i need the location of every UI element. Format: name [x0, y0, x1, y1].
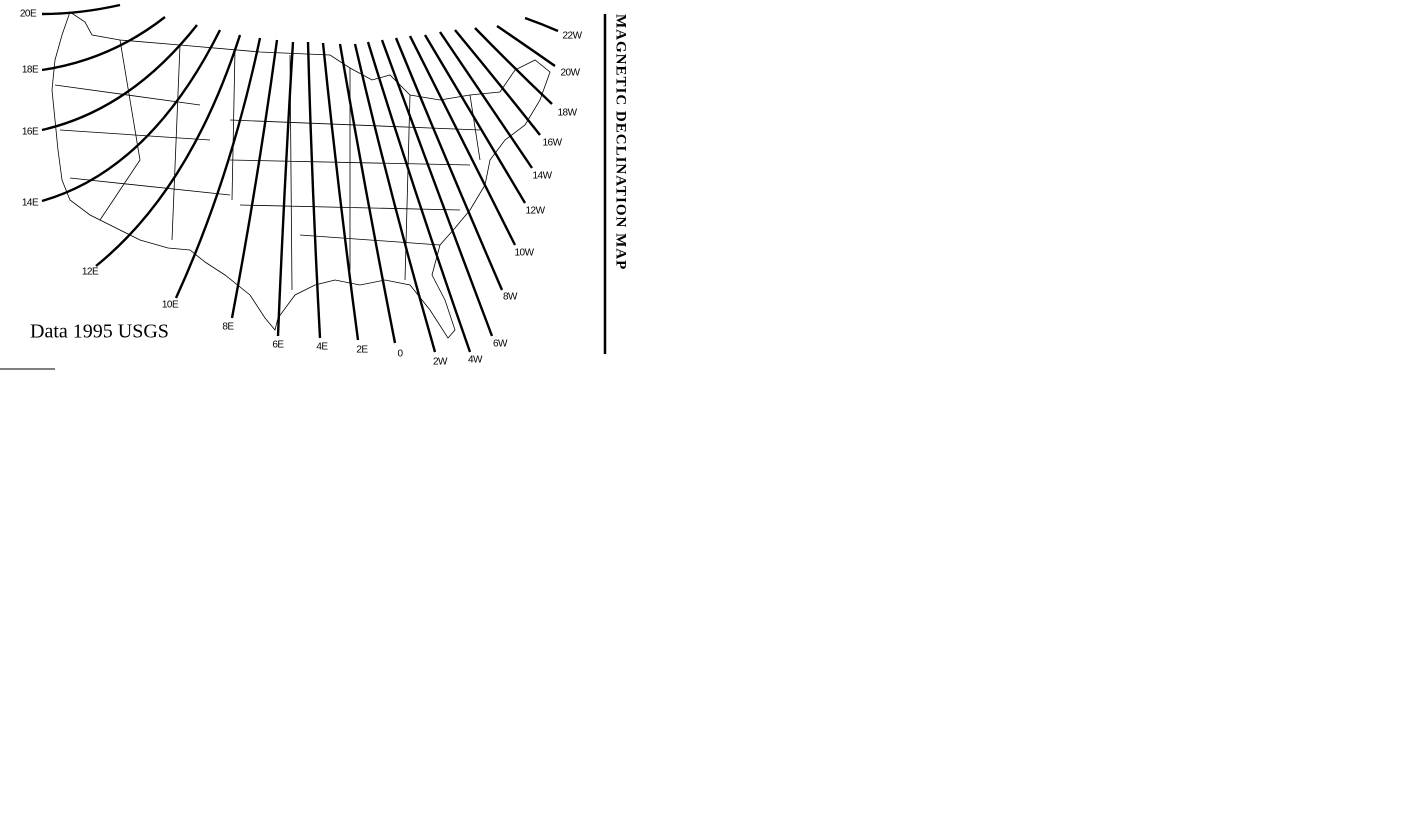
isogonic-label: 16E: [22, 127, 39, 138]
isogonic-label: 20W: [560, 68, 580, 79]
isogonic-line: [338, 43, 397, 344]
isogonic-label: 2E: [356, 345, 368, 356]
isogonic-label: 16W: [542, 138, 562, 149]
isogonic-line: [496, 25, 556, 67]
isogonic-line: [423, 34, 527, 204]
isogonic-line: [41, 29, 222, 203]
isogonic-label: 12W: [525, 206, 545, 217]
isogonic-label: 12E: [82, 267, 99, 278]
isogonic-line: [524, 16, 559, 33]
isogonic-label: 4W: [468, 355, 483, 366]
isogonic-label: 2W: [433, 357, 448, 368]
isogonic-line: [321, 42, 360, 341]
isogonic-label: 10E: [162, 300, 179, 311]
credit: Data 1995 USGS: [30, 321, 169, 343]
isogonic-label: 18W: [557, 108, 577, 119]
isogonic-line: [306, 41, 322, 339]
isogonic-label: 0: [397, 349, 403, 360]
isogonic-line: [174, 37, 262, 299]
isogonic-label: 18E: [22, 65, 39, 76]
isogonic-label: 6W: [493, 339, 508, 350]
isogonic-line: [474, 27, 553, 105]
isogonic-line: [394, 37, 504, 291]
isogonic-label: 8W: [503, 292, 518, 303]
isogonic-line: [353, 43, 437, 353]
isogonic-label: 8E: [222, 322, 234, 333]
isogonic-label: 10W: [514, 248, 534, 259]
isogonic-line: [95, 34, 242, 267]
isogonic-line: [366, 41, 472, 353]
isogonic-line: [408, 35, 517, 246]
isogonic-line: [380, 39, 494, 337]
isogonic-line: [439, 31, 533, 169]
isogonic-label: 14W: [532, 171, 552, 182]
isogonic-label: 4E: [316, 342, 328, 353]
isogonic-line: [41, 3, 121, 16]
map-title: MAGNETIC DECLINATION MAP: [613, 14, 629, 270]
isogonic-label: 22W: [562, 31, 582, 42]
isogonic-line: [454, 29, 541, 136]
isogonic-line: [41, 16, 166, 72]
isogonic-line: [276, 41, 295, 337]
isogonic-label: 6E: [272, 340, 284, 351]
isogonic-line: [230, 39, 279, 319]
isogonic-label: 20E: [20, 9, 37, 20]
isogonic-label: 14E: [22, 198, 39, 209]
isogonic-lines: 20E 18E 16E 14E 12E 10E 8E 6E 4E 2E 0 2W 4W 6W 8W 10W 12…: [20, 3, 583, 368]
isogonic-line: [41, 24, 198, 132]
